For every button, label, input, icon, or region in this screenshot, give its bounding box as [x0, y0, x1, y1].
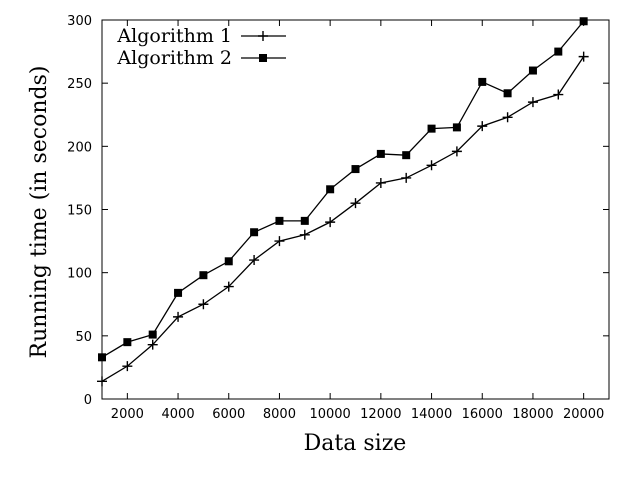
x-tick-label: 8000 [263, 407, 296, 422]
y-axis-title: Running time (in seconds) [27, 66, 52, 359]
x-tick-label: 18000 [512, 407, 553, 422]
data-point [375, 177, 386, 188]
data-point [528, 66, 537, 75]
data-point [401, 172, 412, 183]
y-tick-label: 300 [67, 14, 92, 29]
x-tick-label: 2000 [111, 407, 144, 422]
data-point [122, 361, 133, 372]
data-point [376, 149, 385, 158]
data-point [451, 146, 462, 157]
x-tick-label: 6000 [212, 407, 245, 422]
data-point [174, 288, 183, 297]
data-point [426, 160, 437, 171]
x-tick-label: 16000 [462, 407, 503, 422]
series-layer [97, 17, 589, 387]
data-point [554, 47, 563, 56]
data-point [325, 217, 336, 228]
data-point [258, 31, 268, 41]
data-point [527, 97, 538, 108]
x-tick-label: 12000 [360, 407, 401, 422]
data-point [350, 198, 361, 209]
x-tick-label: 20000 [563, 407, 604, 422]
data-point [123, 338, 132, 347]
legend-label: Algorithm 1 [116, 25, 232, 47]
y-tick-label: 50 [75, 330, 92, 345]
data-point [275, 216, 284, 225]
data-point [351, 165, 360, 174]
y-tick-label: 0 [84, 393, 92, 408]
data-point [578, 51, 589, 62]
data-point [147, 339, 158, 350]
data-point [224, 257, 233, 266]
data-point [477, 121, 488, 132]
data-point [274, 236, 285, 247]
data-point [502, 112, 513, 123]
x-axis-title: Data size [304, 431, 407, 456]
data-point [553, 89, 564, 100]
data-point [173, 311, 184, 322]
y-tick-label: 200 [67, 140, 92, 155]
data-point [326, 185, 335, 194]
data-point [299, 229, 310, 240]
data-point [452, 123, 461, 132]
series-algorithm-1 [97, 51, 589, 387]
y-tick-label: 100 [67, 267, 92, 282]
data-point [402, 151, 411, 160]
data-point [259, 54, 267, 62]
data-point [249, 255, 260, 266]
data-point [250, 228, 259, 237]
data-point [427, 124, 436, 133]
data-point [300, 216, 309, 225]
y-tick-label: 250 [67, 77, 92, 92]
axis-ticks: 2000 4000 6000 8000 10000 12000 14000 16000 1800… [67, 14, 609, 422]
x-tick-label: 4000 [162, 407, 195, 422]
data-point [97, 376, 107, 387]
y-tick-label: 150 [67, 204, 92, 219]
series-line [101, 56, 585, 382]
data-point [223, 281, 234, 292]
data-point [198, 299, 209, 310]
data-point [478, 77, 487, 86]
data-point [579, 17, 588, 26]
series-algorithm-2 [98, 17, 588, 362]
x-tick-label: 14000 [411, 407, 452, 422]
x-tick-label: 10000 [309, 407, 350, 422]
data-point [148, 330, 157, 339]
data-point [199, 271, 208, 280]
data-point [98, 353, 106, 362]
legend-label: Algorithm 2 [116, 47, 232, 69]
plot-frame [101, 19, 610, 400]
data-point [503, 89, 512, 98]
series-line [101, 20, 585, 358]
